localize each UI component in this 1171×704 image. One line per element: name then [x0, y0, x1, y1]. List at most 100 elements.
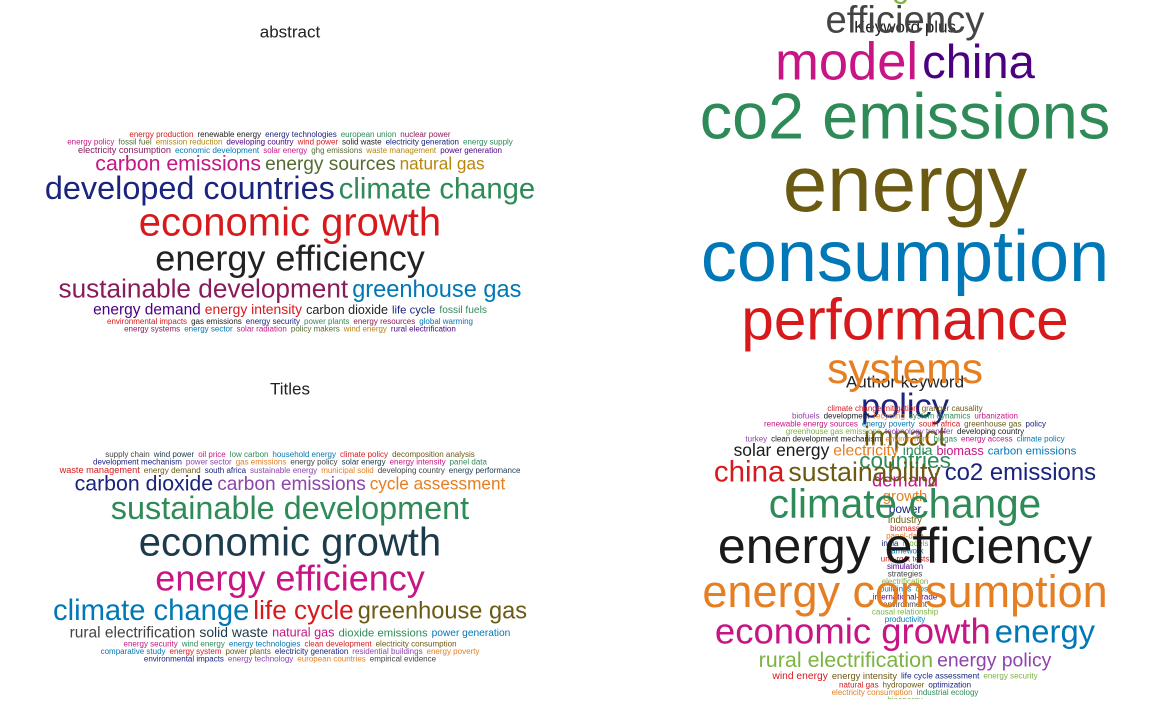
word: energy efficiency: [718, 518, 1092, 574]
word: countries: [859, 448, 951, 473]
word: industrial ecology: [917, 688, 979, 697]
word: electricity consumption: [376, 640, 457, 649]
word: environment: [885, 435, 930, 444]
word: demand: [872, 469, 938, 490]
word: energy intensity: [390, 458, 446, 467]
word: climate change: [769, 481, 1041, 527]
word: model: [775, 32, 918, 91]
word: cycle assessment: [370, 474, 506, 494]
word: economic growth: [139, 201, 441, 245]
word: industry: [888, 515, 922, 526]
word: efficiency: [826, 0, 986, 42]
word: power generation: [440, 146, 502, 155]
word: developing country: [378, 466, 445, 475]
word: carbon dioxide: [306, 303, 388, 317]
word: renewable energy sources: [764, 419, 858, 428]
word: co2 emissions: [700, 79, 1111, 152]
word: systems: [827, 346, 983, 393]
word: power plants: [304, 317, 349, 326]
word: biogas: [934, 435, 958, 444]
word: policy makers: [291, 324, 340, 333]
word: comparative study: [101, 647, 166, 656]
word: power sector: [186, 458, 232, 467]
word: electricity consumption: [78, 145, 171, 155]
word: wind energy: [771, 671, 828, 682]
word: clean development: [305, 640, 373, 649]
word: energy: [995, 612, 1096, 649]
word: granger causality: [922, 404, 983, 413]
word: fossil fuels: [439, 305, 487, 316]
word: panel data: [450, 458, 488, 467]
word: consumption: [701, 217, 1109, 297]
word: energy supply: [463, 138, 513, 147]
word: greenhouse gas: [358, 598, 527, 624]
word: sustainability: [788, 457, 941, 487]
word: dioxide emissions: [339, 627, 429, 639]
word: energy sources: [265, 154, 396, 175]
word: developing country: [957, 427, 1024, 436]
word: sustainable development: [111, 490, 469, 526]
word: low carbon: [230, 450, 269, 459]
word: energy: [783, 139, 1028, 228]
word: municipal solid: [321, 466, 373, 475]
word: performance: [741, 288, 1068, 353]
word: ghg emissions: [311, 146, 362, 155]
word: rural electrification: [70, 624, 196, 641]
word: developing country: [226, 138, 293, 147]
word: india: [882, 539, 899, 548]
word: energy consumption: [702, 566, 1107, 617]
word: power plants: [226, 647, 271, 656]
word: environmental impacts: [144, 655, 224, 664]
word: solar energy: [263, 146, 307, 155]
word: energy technologies: [265, 130, 337, 139]
word: international-trade: [873, 592, 938, 601]
panel-title: Keyword plus: [854, 17, 956, 36]
word: clean development mechanism: [771, 435, 882, 444]
panel-title: abstract: [260, 22, 321, 41]
word: strategies: [888, 570, 923, 579]
word: economic growth: [139, 521, 441, 565]
word: energy technologies: [229, 640, 301, 649]
word: biomass: [890, 524, 920, 533]
word: life cycle assessment: [901, 671, 980, 681]
word: bioenergy: [887, 696, 922, 699]
word: turkey: [745, 435, 767, 444]
word: european union: [341, 130, 397, 139]
word: greenhouse gas: [352, 277, 521, 303]
word: china: [714, 456, 785, 489]
word: development mechanism: [93, 458, 182, 467]
word: energy intensity: [832, 671, 897, 681]
word: optimization: [928, 680, 971, 689]
word: china: [922, 36, 1036, 89]
word: india: [903, 442, 933, 458]
word: south africa: [205, 466, 247, 475]
word: energy sector: [184, 324, 233, 333]
word: european countries: [297, 655, 366, 664]
word: natural gas: [400, 154, 485, 174]
word: economic development: [175, 146, 260, 155]
word: decomposition analysis: [392, 450, 475, 459]
panel-title: Author keyword: [846, 372, 964, 391]
word: natural gas: [839, 680, 879, 689]
word: energy resources: [353, 317, 415, 326]
word: energy security: [246, 317, 300, 326]
word: solid waste: [199, 624, 268, 640]
word: panel-data: [886, 532, 924, 541]
word: waste management: [365, 146, 437, 155]
word: wind energy: [181, 640, 225, 649]
word: global warming: [419, 317, 473, 326]
word: recycling: [873, 412, 905, 421]
word: energy security: [983, 672, 1037, 681]
word: residential buildings: [352, 647, 422, 656]
word: natural gas: [272, 626, 334, 640]
word: technology transfer: [885, 427, 953, 436]
word: buildings: [880, 585, 912, 594]
word: carbon emissions: [988, 445, 1077, 457]
word: economic growth: [715, 610, 991, 651]
word: energy poverty: [862, 419, 915, 428]
word: climate change: [339, 173, 535, 205]
word: solid waste: [342, 138, 382, 147]
word: energy intensity: [205, 301, 302, 317]
word: climate change: [53, 595, 249, 627]
word: solar energy: [342, 458, 386, 467]
